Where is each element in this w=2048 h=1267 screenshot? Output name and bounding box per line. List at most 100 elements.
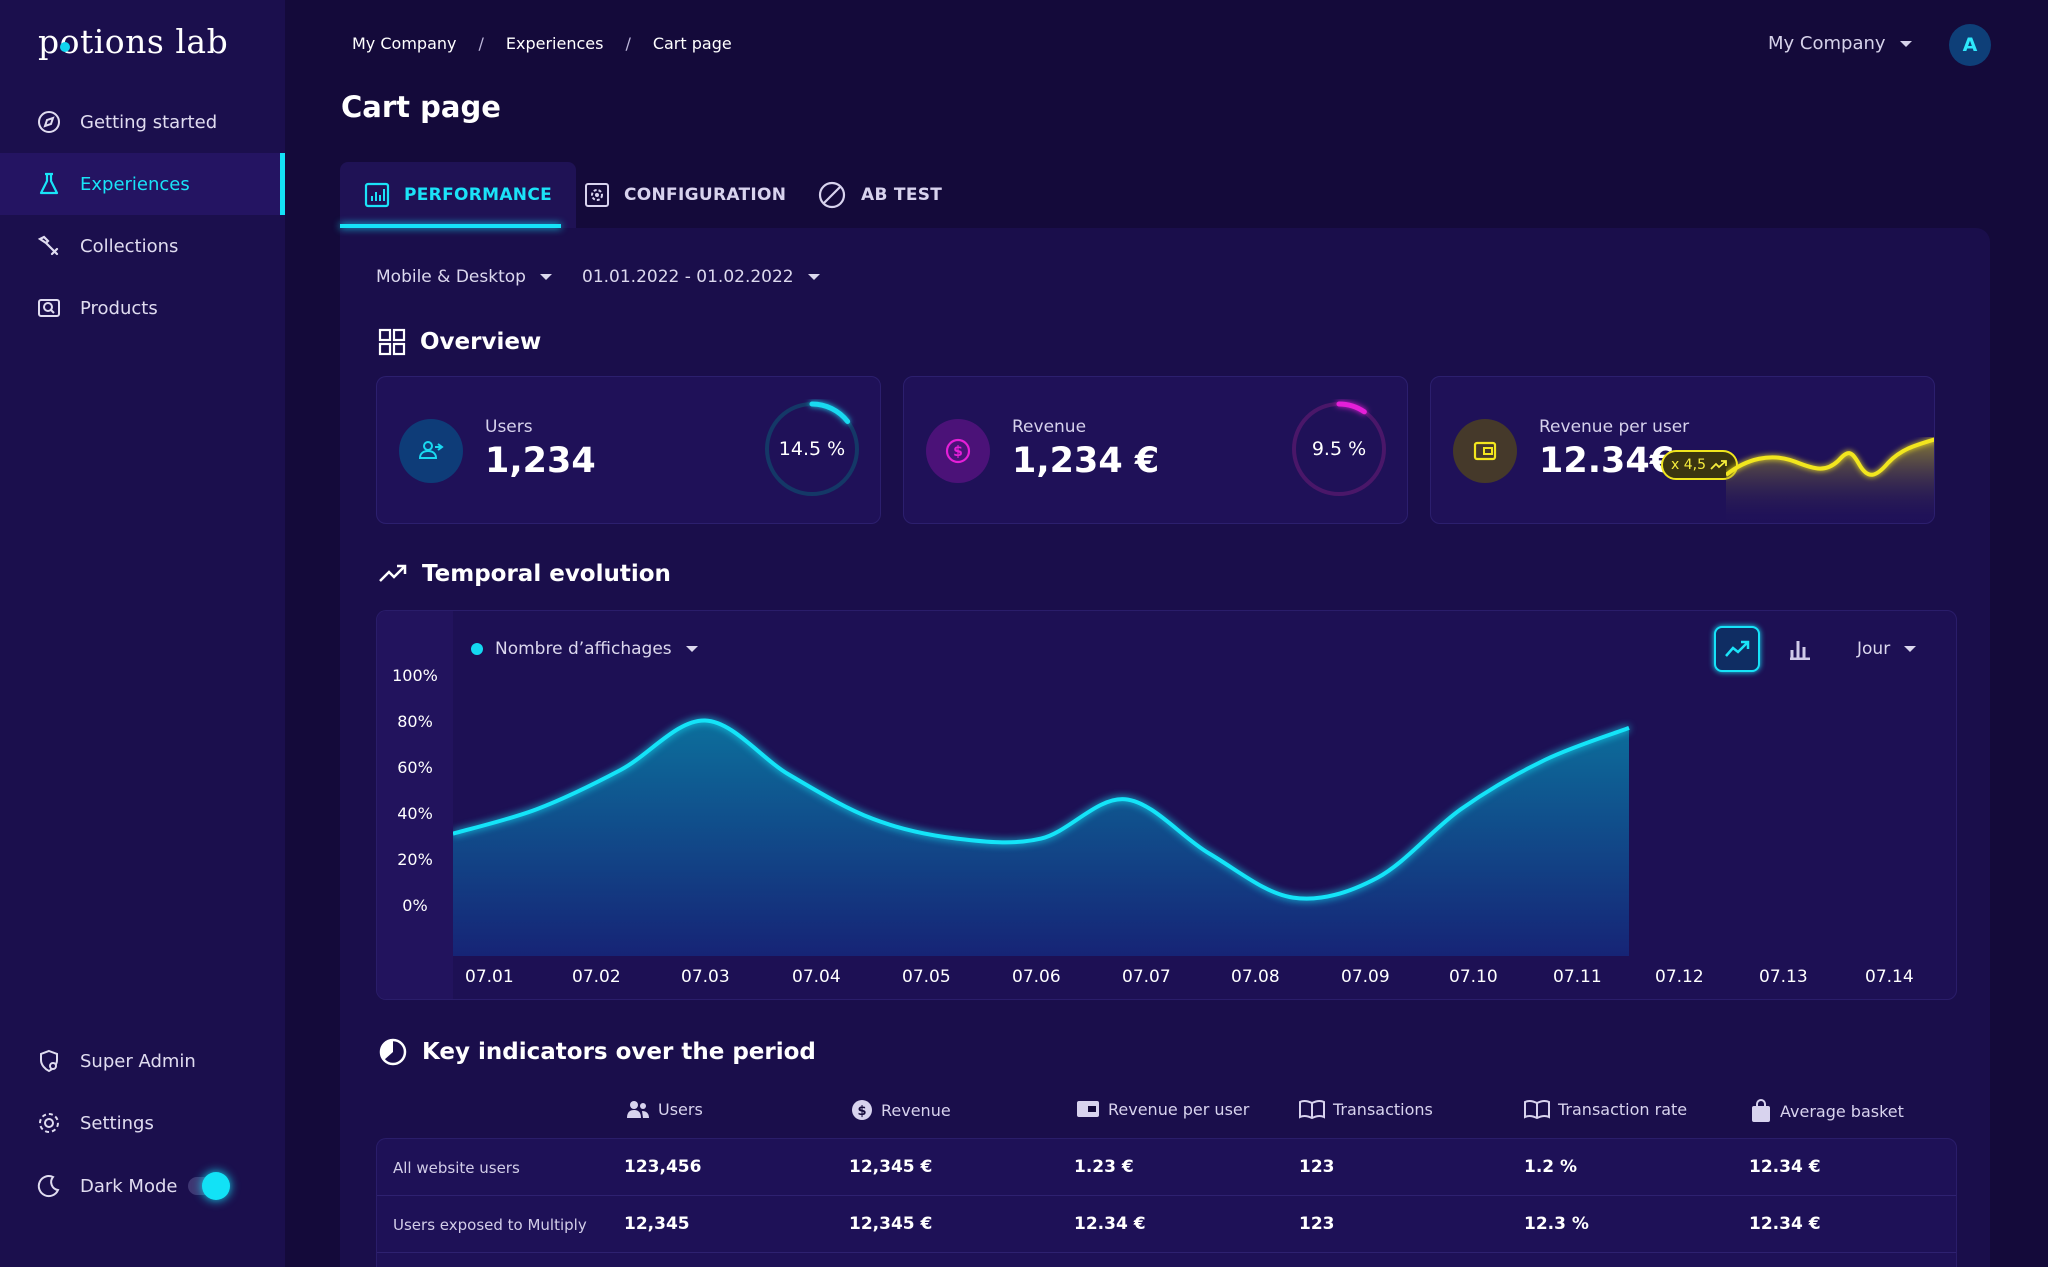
x-tick-label: 07.05 <box>902 967 951 987</box>
x-tick-label: 07.12 <box>1655 967 1704 987</box>
revenue-sparkline <box>1726 437 1934 523</box>
device-select-value: Mobile & Desktop <box>376 267 526 287</box>
column-header-label: Average basket <box>1780 1101 1904 1121</box>
card-value: 1,234 <box>485 441 596 481</box>
chart-box-icon <box>364 182 390 208</box>
book-icon <box>1524 1099 1550 1119</box>
table-cell: 12,345 <box>624 1214 690 1234</box>
column-header-label: Revenue <box>881 1100 951 1120</box>
device-select[interactable]: Mobile & Desktop <box>376 267 552 287</box>
section-title-text: Key indicators over the period <box>422 1039 816 1065</box>
slash-circle-icon <box>817 180 847 210</box>
section-title-text: Temporal evolution <box>422 561 671 587</box>
breadcrumb-item[interactable]: Experiences <box>505 34 604 53</box>
logo-dot <box>60 42 70 52</box>
column-header-transaction-rate: Transaction rate <box>1524 1099 1687 1119</box>
table-row: Users exposed to Multiply 12,345 12,345 … <box>377 1196 1956 1253</box>
date-range-select[interactable]: 01.01.2022 - 01.02.2022 <box>582 267 820 287</box>
breadcrumb-item[interactable]: My Company <box>352 34 457 53</box>
compass-icon <box>36 109 62 135</box>
series-select[interactable]: Nombre d’affichages <box>471 639 698 659</box>
sidebar-item-collections[interactable]: Collections <box>0 215 285 277</box>
row-label: Users exposed to Multiply <box>393 1216 587 1234</box>
x-tick-label: 07.13 <box>1759 967 1808 987</box>
card-label: Users <box>485 417 533 437</box>
y-tick-label: 60% <box>397 758 433 777</box>
y-axis <box>377 611 453 999</box>
sidebar-item-getting-started[interactable]: Getting started <box>0 91 285 153</box>
column-header-label: Revenue per user <box>1108 1099 1250 1119</box>
shield-icon <box>36 1048 62 1074</box>
column-header-label: Transaction rate <box>1558 1099 1688 1119</box>
table-cell: 123 <box>1299 1214 1335 1234</box>
overview-heading: Overview <box>378 328 541 356</box>
config-icon <box>584 182 610 208</box>
tab-label: AB TEST <box>861 185 943 205</box>
x-tick-label: 07.03 <box>681 967 730 987</box>
sidebar-item-products[interactable]: Products <box>0 277 285 339</box>
x-tick-label: 07.07 <box>1122 967 1171 987</box>
dark-mode-toggle[interactable] <box>188 1172 230 1200</box>
x-tick-label: 07.09 <box>1341 967 1390 987</box>
revenue-card: $ Revenue 1,234 € 9.5 % <box>903 376 1408 524</box>
chevron-down-icon <box>539 274 552 280</box>
x-tick-label: 07.04 <box>792 967 841 987</box>
table-cell: 12,345 € <box>849 1157 933 1177</box>
bar-chart-icon <box>1790 641 1810 660</box>
chevron-down-icon <box>685 646 698 652</box>
card-label: Revenue per user <box>1539 417 1690 437</box>
table-cell: 123,456 <box>624 1157 702 1177</box>
table-cell: 12.34 € <box>1749 1157 1821 1177</box>
x-tick-label: 07.06 <box>1012 967 1061 987</box>
users-progress-ring <box>764 401 860 497</box>
bar-chart-toggle[interactable] <box>1777 626 1823 672</box>
book-icon <box>1299 1099 1325 1119</box>
column-header-transactions: Transactions <box>1299 1099 1433 1119</box>
tab-performance[interactable]: PERFORMANCE <box>340 162 577 228</box>
sidebar-item-settings[interactable]: Settings <box>0 1092 285 1154</box>
period-select-value: Jour <box>1857 639 1891 659</box>
breadcrumb-item-current: Cart page <box>652 34 732 53</box>
sidebar-item-label: Experiences <box>80 173 190 195</box>
card-value: 12.34€ <box>1539 441 1675 481</box>
sidebar-item-dark-mode: Dark Mode <box>0 1155 285 1217</box>
x-tick-label: 07.14 <box>1865 967 1914 987</box>
y-tick-label: 80% <box>397 712 433 731</box>
line-chart-icon <box>1725 640 1750 657</box>
logo[interactable]: potions lab <box>38 22 228 61</box>
company-select-value: My Company <box>1768 33 1886 54</box>
growth-badge: x 4,5 <box>1661 450 1738 480</box>
series-select-value: Nombre d’affichages <box>495 639 672 659</box>
breadcrumb-separator: / <box>625 34 631 53</box>
table-cell: 1.2 % <box>1524 1157 1578 1177</box>
x-tick-label: 07.02 <box>572 967 621 987</box>
section-title-text: Overview <box>420 329 542 355</box>
sidebar-item-super-admin[interactable]: Super Admin <box>0 1030 285 1092</box>
area-chart <box>453 718 1630 956</box>
table-cell: 12,345 € <box>849 1214 933 1234</box>
tab-ab-test[interactable]: AB TEST <box>817 162 942 228</box>
sidebar-item-label: Dark Mode <box>80 1175 178 1197</box>
line-chart-toggle[interactable] <box>1714 626 1760 672</box>
dollar-coin-icon: $ <box>926 419 990 483</box>
badge-text: x 4,5 <box>1671 457 1706 473</box>
column-header-revenue: $ Revenue <box>851 1099 951 1121</box>
avatar[interactable]: A <box>1949 24 1991 66</box>
revenue-progress-ring <box>1291 401 1387 497</box>
table-cell: 12.34 € <box>1749 1214 1821 1234</box>
tab-configuration[interactable]: CONFIGURATION <box>584 162 786 228</box>
series-color-dot <box>471 643 483 655</box>
sidebar: potions lab Getting started Experiences … <box>0 0 285 1267</box>
logo-text: potions lab <box>38 22 229 61</box>
period-select[interactable]: Jour <box>1857 639 1917 659</box>
column-header-label: Transactions <box>1333 1099 1433 1119</box>
sidebar-item-experiences[interactable]: Experiences <box>0 153 285 215</box>
chevron-down-icon <box>1904 646 1917 652</box>
tools-icon <box>36 233 62 259</box>
x-tick-label: 07.01 <box>465 967 514 987</box>
company-select[interactable]: My Company <box>1768 33 1912 54</box>
tab-label: CONFIGURATION <box>624 185 787 205</box>
tab-label: PERFORMANCE <box>404 185 553 205</box>
breadcrumb-separator: / <box>478 34 484 53</box>
y-tick-label: 0% <box>402 896 428 915</box>
